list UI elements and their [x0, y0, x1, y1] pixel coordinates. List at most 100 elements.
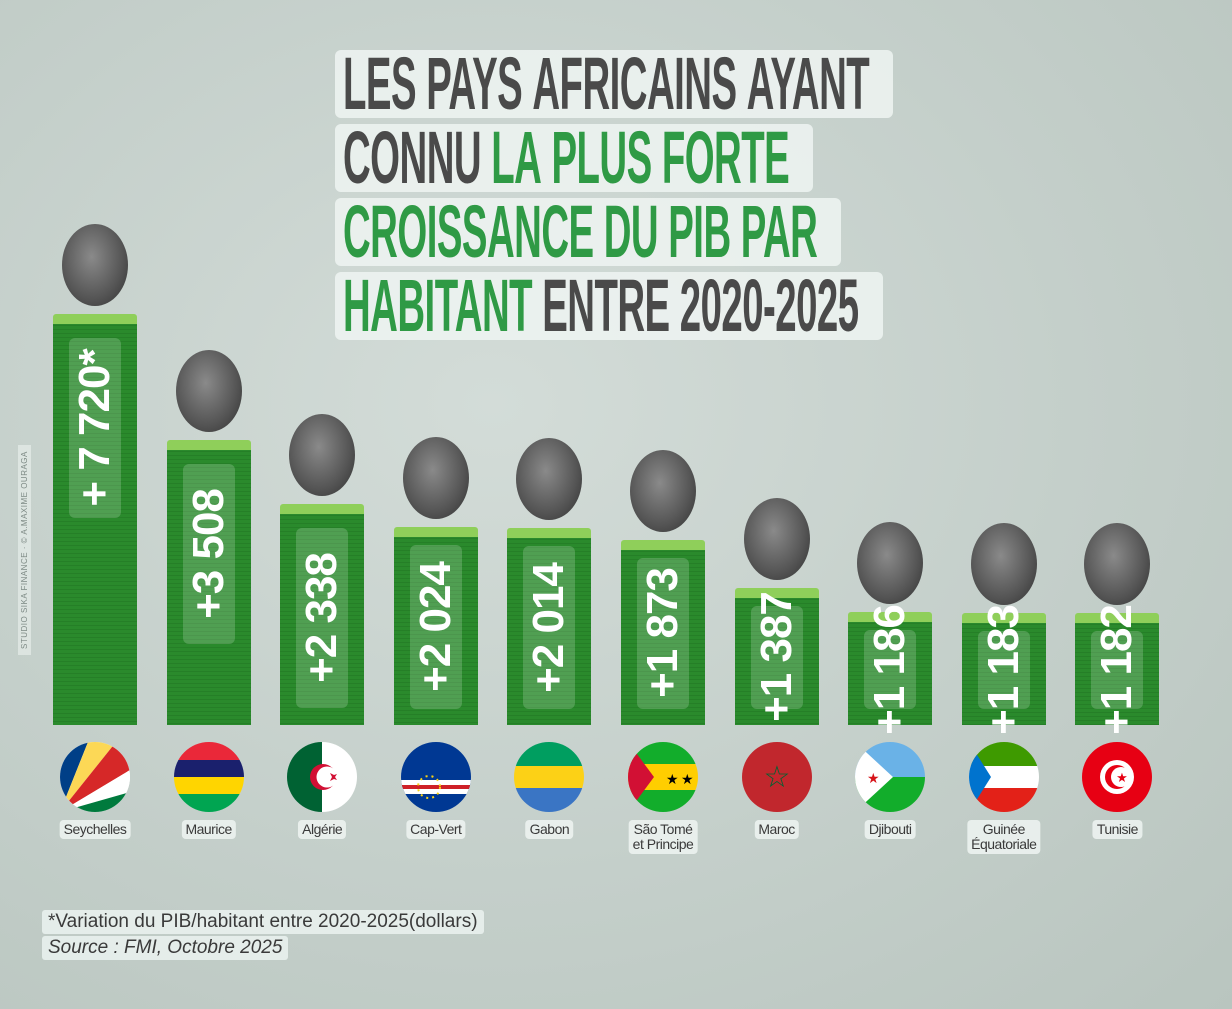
country-label: Cap-Vert [406, 820, 466, 839]
bar: +1 182 [1075, 605, 1160, 735]
leader-portrait [62, 223, 128, 306]
value-label: +1 873 [638, 568, 687, 699]
bar: +2 024 [393, 527, 478, 725]
country-label: Tunisie [1092, 820, 1142, 839]
bar: +2 338 [280, 504, 365, 725]
country-label: São Tomé et Principe [628, 820, 698, 854]
country-label-line: Seychelles [63, 821, 127, 837]
country-label: Gabon [525, 820, 574, 839]
bar-cap [621, 539, 705, 550]
value-label: + 7 720* [70, 349, 119, 507]
country-label: Maroc [754, 820, 799, 839]
country-label-line: Équatoriale [971, 836, 1037, 852]
svg-text:★: ★ [867, 770, 880, 786]
value-label: +1 186 [865, 604, 915, 735]
country-label-line: Gabon [529, 821, 570, 837]
leader-portrait [743, 497, 810, 580]
leader-portrait [402, 437, 469, 520]
bar: +1 873 [621, 539, 705, 725]
bar-cap [961, 612, 1046, 623]
value-label: +1 387 [751, 592, 801, 723]
leader-portrait [516, 438, 583, 521]
title-line-2: CONNU LA PLUS FORTE [335, 124, 814, 192]
value-label-box: +2 338 [296, 528, 349, 709]
leader-portrait [857, 522, 924, 605]
country-label: Maurice [181, 820, 236, 839]
country-label-line: Cap-Vert [410, 821, 462, 837]
value-label-box: + 7 720* [69, 337, 121, 518]
value-label-box: +2 024 [409, 545, 462, 709]
bar: +2 014 [507, 528, 592, 725]
country-label-line: Djibouti [868, 821, 912, 837]
title-segment: LES PAYS AFRICAINS AYANT [343, 50, 870, 118]
value-label: +1 183 [978, 605, 1028, 735]
bar-column: +1 183 [961, 605, 1046, 735]
value-label: +3 508 [183, 488, 233, 619]
bar-column: +1 182 [1075, 605, 1160, 735]
country-label: Djibouti [864, 820, 916, 839]
value-label: +1 182 [1092, 605, 1142, 735]
sao-tome-flag-icon: ★ ★ [628, 742, 698, 812]
bar-cap [53, 313, 137, 324]
leader-portrait [1084, 523, 1151, 605]
bar-cap [507, 528, 592, 539]
cape-verde-flag-icon [400, 742, 471, 812]
credit-watermark: STUDIO SIKA FINANCE · © A.MAXIME OURAGA [18, 445, 31, 655]
title-line-1: LES PAYS AFRICAINS AYANT [335, 50, 894, 118]
tunisia-flag-icon: ★ [1082, 742, 1153, 812]
bar-column: +2 024 [393, 527, 478, 725]
value-label-box: +2 014 [523, 546, 576, 709]
footnote: *Variation du PIB/habitant entre 2020-20… [42, 910, 484, 934]
country-label: Guinée Équatoriale [967, 820, 1041, 854]
country-label: Algérie [298, 820, 347, 839]
value-label-box: +3 508 [182, 463, 235, 644]
bar-cap [848, 612, 933, 623]
bar-column: +2 338 [280, 504, 365, 725]
value-label: +2 338 [297, 553, 347, 684]
country-label-line: Algérie [302, 821, 343, 837]
djibouti-flag-icon: ★ [855, 742, 926, 812]
value-label-box: +1 186 [864, 605, 917, 735]
title-line-4: HABITANT ENTRE 2020-2025 [335, 272, 883, 340]
leader-portrait [970, 522, 1037, 605]
country-label: Seychelles [59, 820, 131, 839]
value-label-box: +1 387 [750, 592, 803, 722]
title-line-3: CROISSANCE DU PIB PAR [335, 198, 842, 266]
equatorial-guinea-flag-icon [968, 742, 1039, 812]
seychelles-flag-icon [60, 742, 130, 812]
leader-portrait [175, 349, 242, 432]
footer: *Variation du PIB/habitant entre 2020-20… [42, 910, 484, 962]
bar-column: +1 387 [734, 587, 819, 725]
bar-column: + 7 720* [53, 313, 137, 725]
bar: +3 508 [166, 439, 251, 725]
value-label-box: +1 873 [637, 557, 689, 709]
svg-text:★: ★ [1117, 770, 1129, 785]
bar: + 7 720* [53, 313, 137, 725]
bar-column: +2 014 [507, 528, 592, 725]
leader-portrait [630, 449, 696, 532]
title-segment: HABITANT [343, 272, 533, 340]
bar: +1 183 [961, 605, 1046, 735]
svg-text:★: ★ [666, 771, 679, 787]
leader-portrait [289, 414, 356, 497]
bar-cap [734, 587, 819, 598]
value-label-box: +1 182 [1091, 605, 1144, 735]
bar-cap [1075, 613, 1160, 623]
gabon-flag-icon [514, 742, 585, 812]
country-label-line: et Principe [632, 836, 694, 852]
country-label-line: Tunisie [1096, 821, 1139, 837]
title-segment: CONNU [343, 124, 492, 192]
morocco-flag-icon: ☆ [741, 742, 812, 812]
bar-cap [166, 439, 251, 450]
bar-cap [280, 504, 365, 515]
algeria-flag-icon [287, 742, 358, 812]
bar-cap [393, 527, 478, 538]
country-label-line: São Tomé [633, 821, 693, 837]
country-label-line: Guinée [982, 821, 1026, 837]
country-label-line: Maurice [185, 821, 232, 837]
bar: +1 387 [734, 587, 819, 725]
value-label-box: +1 183 [977, 605, 1030, 735]
bar-column: +3 508 [166, 439, 251, 725]
title-segment: ENTRE 2020-2025 [532, 272, 859, 340]
mauritius-flag-icon [173, 742, 244, 812]
